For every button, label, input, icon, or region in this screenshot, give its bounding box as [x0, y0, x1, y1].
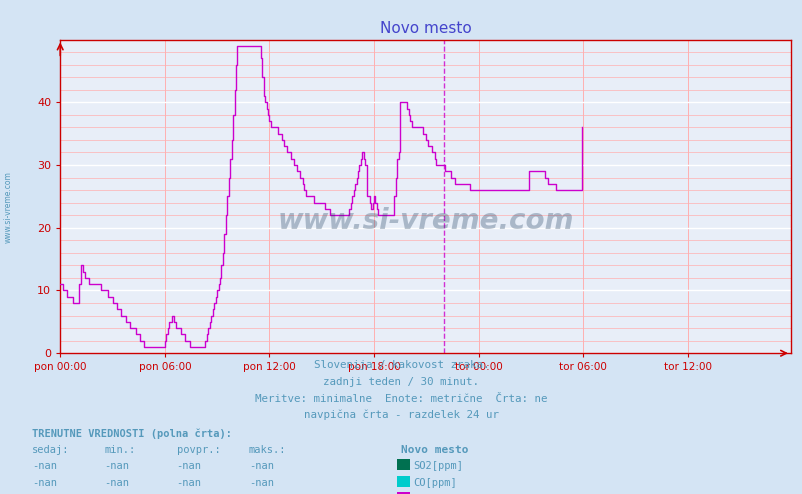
Text: -nan: -nan — [176, 461, 201, 471]
Text: -nan: -nan — [32, 478, 57, 488]
Text: maks.:: maks.: — [249, 445, 286, 455]
Text: -nan: -nan — [104, 478, 129, 488]
Text: min.:: min.: — [104, 445, 136, 455]
Text: -nan: -nan — [32, 461, 57, 471]
Text: navpična črta - razdelek 24 ur: navpična črta - razdelek 24 ur — [304, 410, 498, 420]
Text: www.si-vreme.com: www.si-vreme.com — [3, 171, 13, 244]
Text: povpr.:: povpr.: — [176, 445, 220, 455]
Title: Novo mesto: Novo mesto — [379, 21, 471, 36]
Text: CO[ppm]: CO[ppm] — [413, 478, 456, 488]
Text: Meritve: minimalne  Enote: metrične  Črta: ne: Meritve: minimalne Enote: metrične Črta:… — [255, 394, 547, 404]
Text: -nan: -nan — [249, 461, 273, 471]
Text: zadnji teden / 30 minut.: zadnji teden / 30 minut. — [323, 377, 479, 387]
Text: Slovenija / kakovost zraka.: Slovenija / kakovost zraka. — [314, 360, 488, 370]
Text: -nan: -nan — [249, 478, 273, 488]
Text: Novo mesto: Novo mesto — [401, 445, 468, 455]
Text: -nan: -nan — [176, 478, 201, 488]
Text: -nan: -nan — [104, 461, 129, 471]
Text: sedaj:: sedaj: — [32, 445, 70, 455]
Text: www.si-vreme.com: www.si-vreme.com — [277, 207, 573, 236]
Text: TRENUTNE VREDNOSTI (polna črta):: TRENUTNE VREDNOSTI (polna črta): — [32, 429, 232, 439]
Text: SO2[ppm]: SO2[ppm] — [413, 461, 463, 471]
